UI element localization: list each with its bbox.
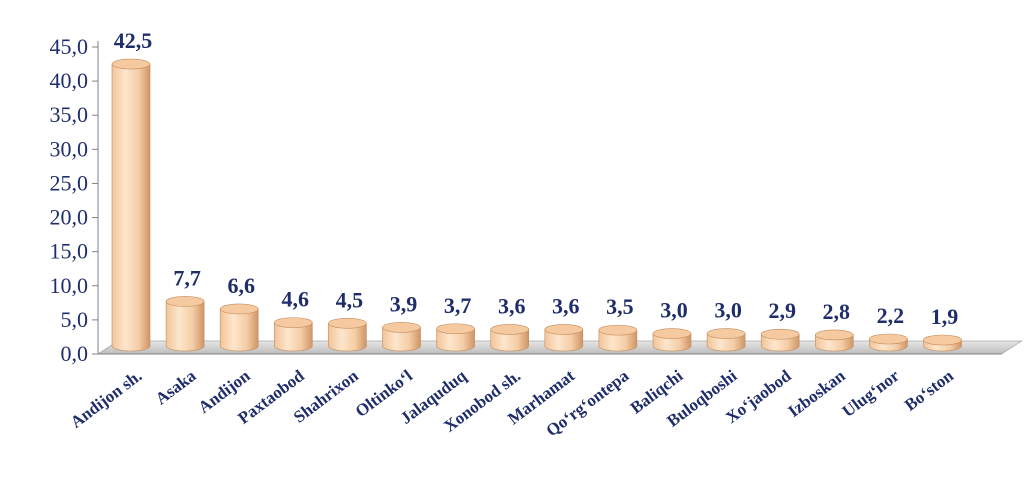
bar-body: [111, 63, 151, 352]
bar-top: [273, 317, 313, 328]
x-tick-label: Andijon sh.: [67, 366, 146, 432]
data-label: 3,0: [660, 298, 688, 323]
y-tick-label: 40,0: [50, 68, 89, 93]
bar: [111, 58, 151, 352]
y-tick-label: 35,0: [50, 102, 89, 127]
data-label: 3,9: [390, 291, 418, 316]
data-label: 42,5: [114, 28, 153, 53]
bar: [219, 303, 259, 352]
bar: [165, 296, 205, 352]
data-label: 2,2: [877, 303, 905, 328]
bar-body: [598, 329, 638, 352]
bar-top: [490, 324, 530, 335]
bar: [328, 317, 367, 352]
bar: [923, 334, 962, 352]
bar-body: [165, 301, 205, 352]
bar: [598, 324, 638, 352]
bar-body: [328, 323, 367, 352]
bar-body: [219, 308, 259, 352]
bar-body: [436, 328, 475, 352]
axis-layer: 0,0 5,0 10,0 15,0 20,0 25,0 30,0 35,0 40,0 45,0: [50, 34, 99, 366]
bar-top: [328, 317, 367, 329]
bar-top: [165, 296, 205, 307]
bar-top: [760, 328, 800, 340]
bar-top: [219, 303, 259, 315]
y-tick-label: 25,0: [50, 170, 89, 195]
data-label: 3,7: [444, 293, 472, 318]
data-label: 3,6: [552, 293, 580, 318]
y-tick-label: 0,0: [61, 341, 89, 366]
bars: [111, 58, 962, 352]
bar-body: [490, 329, 529, 352]
bar-body: [544, 329, 584, 352]
bar-top: [869, 333, 908, 345]
y-tick-label: 5,0: [61, 307, 89, 332]
bar: [869, 333, 908, 352]
x-tick-label: Asaka: [152, 366, 200, 409]
data-labels: 42,5 7,7 6,6 4,6 4,5 3,9 3,7 3,6 3,6 3,5 3,0 3,0 2,9…: [114, 28, 959, 329]
data-label: 2,9: [768, 298, 796, 323]
data-label: 6,6: [227, 273, 255, 298]
y-tick-label: 20,0: [50, 205, 89, 230]
bar-top: [382, 322, 421, 333]
x-tick-label: Ulug‘nor: [839, 366, 904, 421]
bar: [814, 329, 854, 352]
x-tick-label: Bo‘ston: [901, 366, 957, 415]
bar-top: [814, 329, 854, 341]
data-label: 3,0: [714, 298, 742, 323]
bar: [273, 317, 313, 352]
bar: [760, 328, 800, 352]
bar: [544, 324, 584, 352]
bar-body: [274, 322, 313, 352]
bar-top: [544, 324, 584, 335]
data-label: 4,5: [336, 287, 364, 312]
y-tick-label: 45,0: [50, 34, 89, 59]
bar: [652, 328, 692, 352]
bar-top: [436, 323, 475, 335]
bar-top: [923, 334, 962, 346]
data-label: 4,6: [282, 287, 310, 312]
bar-top: [111, 58, 151, 70]
category-labels: Andijon sh. AsakaAndijonPaxtaobodShahrixo…: [67, 366, 958, 441]
x-tick-label: Izboskan: [784, 366, 849, 421]
bar-top: [652, 328, 692, 339]
y-tick-label: 10,0: [50, 273, 89, 298]
bar-top: [598, 324, 638, 336]
bar: [490, 324, 530, 352]
bar-body: [382, 327, 421, 352]
data-label: 3,6: [498, 293, 526, 318]
data-label: 7,7: [173, 265, 201, 290]
data-label: 2,8: [823, 299, 851, 324]
bar: [382, 322, 421, 352]
y-tick-label: 15,0: [50, 239, 89, 264]
bar: [436, 323, 475, 352]
data-label: 1,9: [931, 304, 959, 329]
y-tick-label: 30,0: [50, 136, 89, 161]
bar-top: [706, 328, 746, 339]
bar: [706, 328, 746, 352]
data-label: 3,5: [606, 294, 634, 319]
